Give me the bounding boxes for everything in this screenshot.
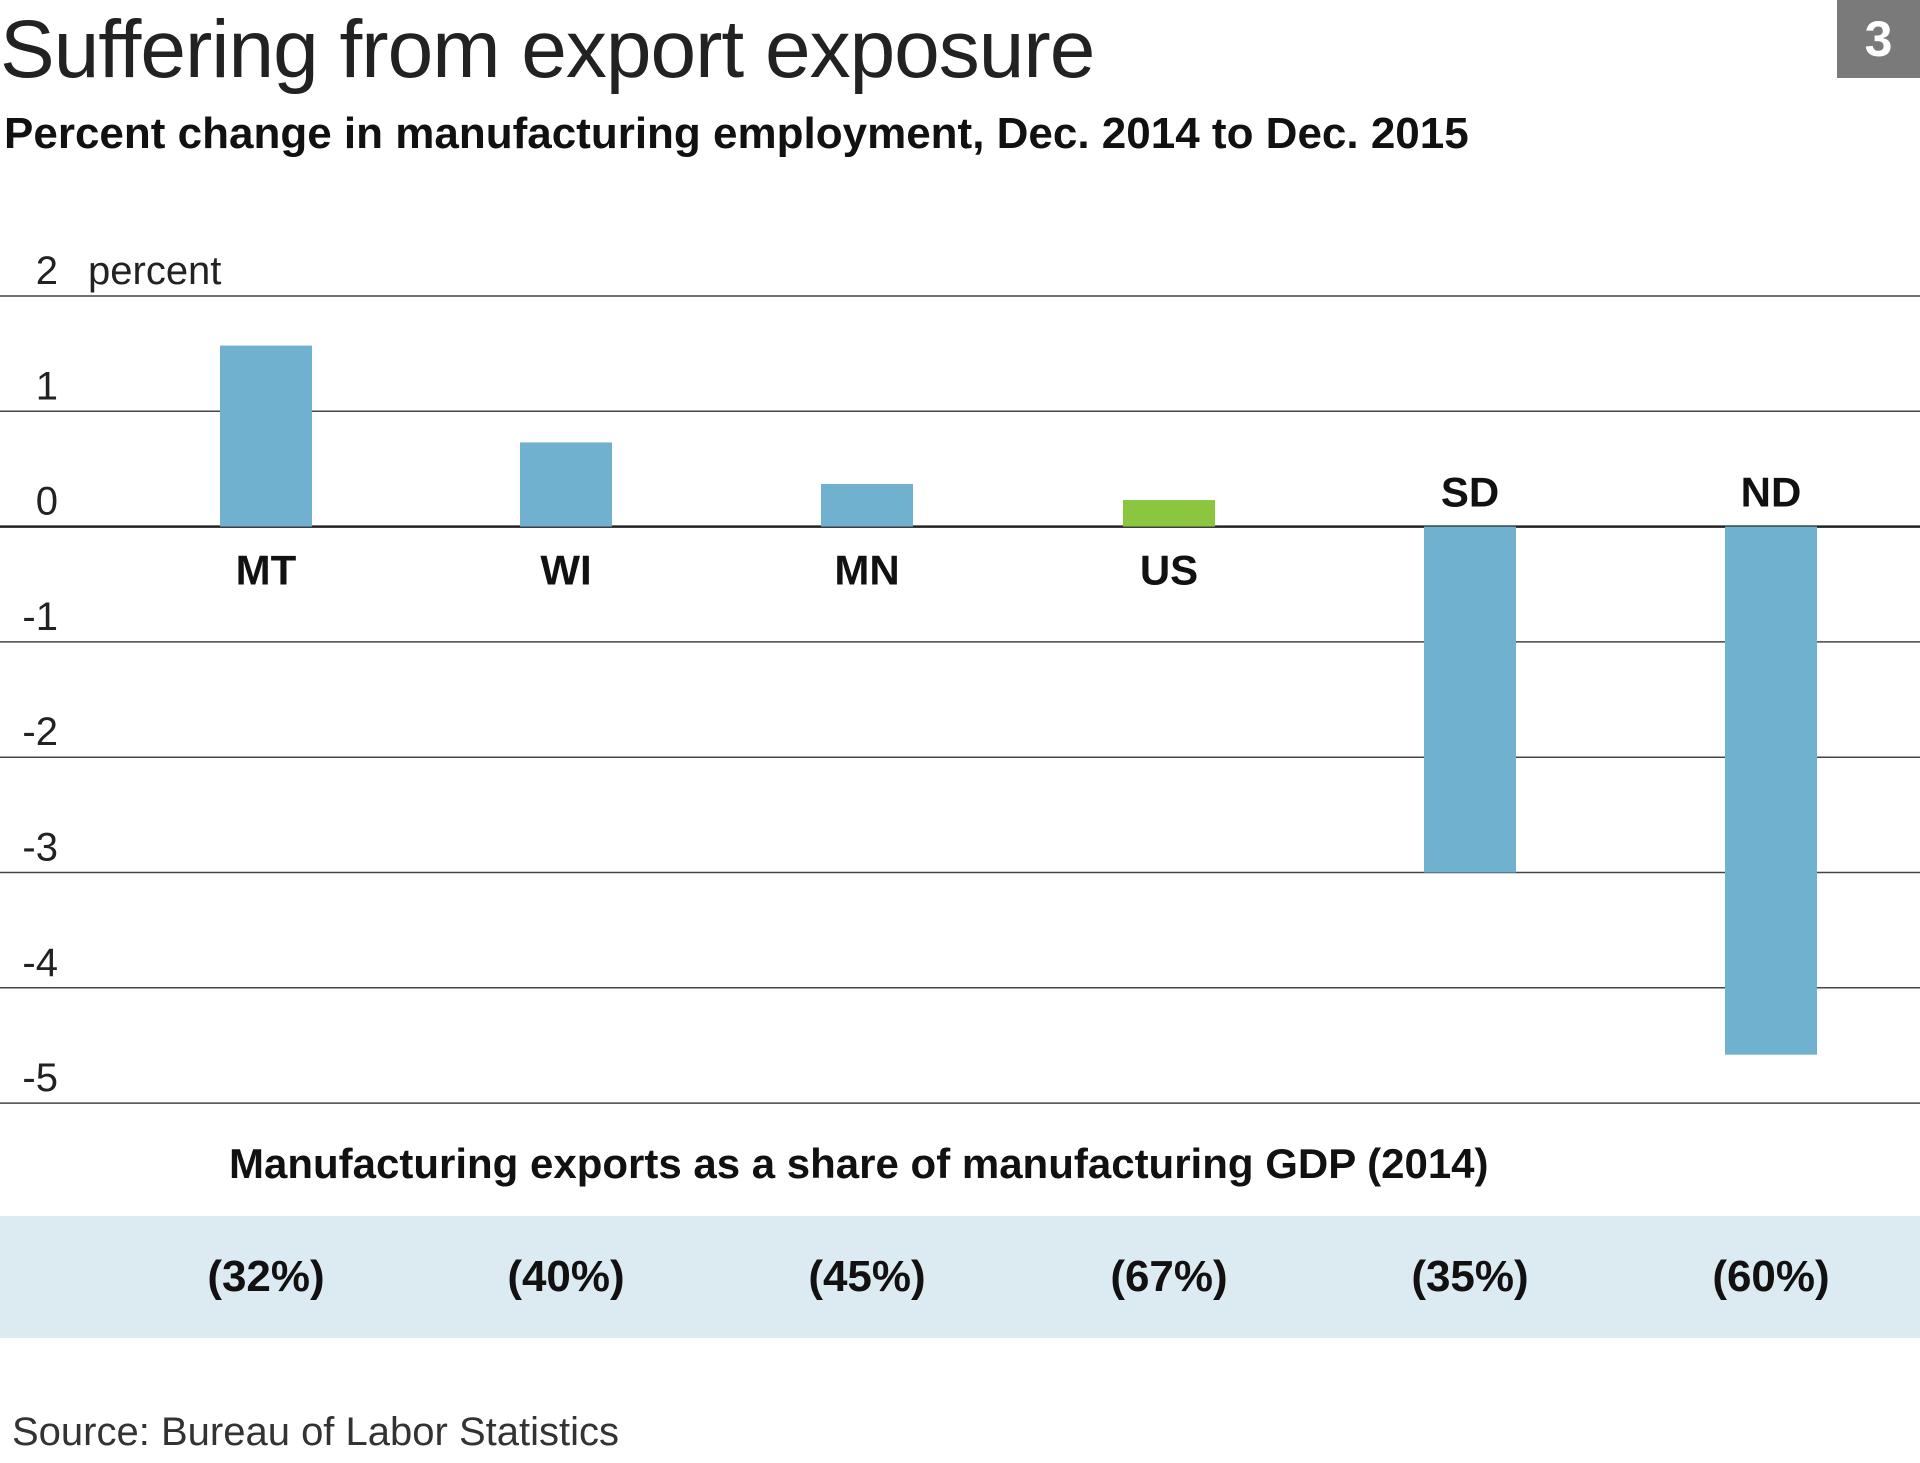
bar-nd [1725,526,1817,1055]
bar-sd [1424,526,1516,873]
category-label: WI [540,547,591,594]
y-tick-label: 1 [36,364,58,408]
y-tick-label: -3 [22,826,58,870]
export-share-value: (67%) [1110,1252,1228,1301]
exports-share-band: (32%) (40%) (45%) (67%) (35%) (60%) [0,1216,1920,1338]
export-share-value: (60%) [1712,1252,1830,1301]
bar-us [1123,500,1215,527]
y-tick-label: -1 [22,595,58,639]
export-share-value: (40%) [507,1252,625,1301]
bars [220,345,1817,1055]
category-labels: MT WI MN US SD ND [236,469,1802,594]
y-tick-label: -5 [22,1056,58,1100]
figure-number-badge: 3 [1837,0,1920,78]
category-label: US [1140,547,1198,594]
y-axis-unit-label: percent [88,249,221,293]
export-share-value: (45%) [808,1252,926,1301]
category-label: SD [1441,469,1499,516]
bar-chart: 2 1 0 -1 -2 -3 -4 -5 percent MT WI MN US SD ND [0,249,1920,1104]
y-tick-label: 0 [36,480,58,524]
chart-subtitle: Percent change in manufacturing employme… [4,109,1469,158]
exports-heading: Manufacturing exports as a share of manu… [229,1140,1489,1187]
export-share-value: (35%) [1411,1252,1529,1301]
y-axis-ticks: 2 1 0 -1 -2 -3 -4 -5 percent [22,249,221,1100]
chart-title: Suffering from export exposure [0,4,1095,95]
y-tick-label: 2 [36,249,58,293]
category-label: ND [1741,469,1802,516]
y-tick-label: -4 [22,941,58,985]
source-note: Source: Bureau of Labor Statistics [12,1410,619,1454]
bar-wi [520,442,612,527]
gridlines [0,295,1920,1104]
category-label: MT [236,547,297,594]
bar-mt [220,345,312,527]
bar-mn [821,483,913,527]
y-tick-label: -2 [22,710,58,754]
export-share-value: (32%) [207,1252,325,1301]
category-label: MN [834,547,899,594]
